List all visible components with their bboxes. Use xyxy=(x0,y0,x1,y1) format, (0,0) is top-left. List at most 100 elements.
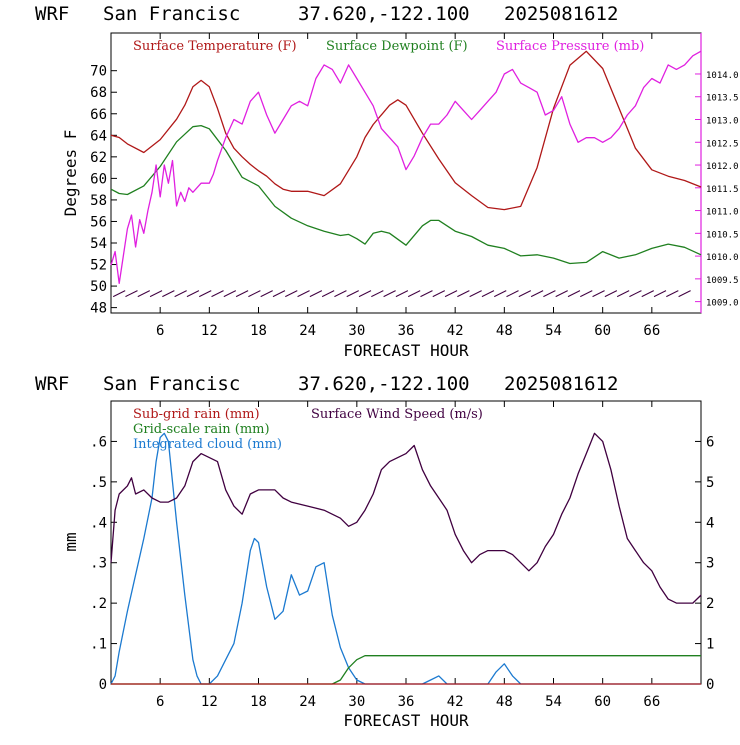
x-tick-label: 60 xyxy=(594,323,611,339)
wind-barb xyxy=(641,290,654,298)
wind-barb xyxy=(530,290,544,298)
bottom-header-cycle: 2025081612 xyxy=(504,373,618,395)
x-tick-label: 12 xyxy=(201,323,218,339)
y-tick-label: .2 xyxy=(90,596,107,612)
x-tick-label: 18 xyxy=(250,694,267,710)
wind-barb xyxy=(297,290,310,298)
x-tick-label: 66 xyxy=(643,323,660,339)
bottom-header-model: WRF xyxy=(35,373,69,395)
x-tick-label: 54 xyxy=(545,694,562,710)
wind-barb xyxy=(444,290,458,298)
wind-barb xyxy=(383,290,396,298)
wind-barb xyxy=(666,290,679,298)
wind-barb xyxy=(309,290,323,298)
y2-tick-label: 6 xyxy=(706,434,714,450)
wind-barb xyxy=(248,290,261,298)
bottom-chart-header: WRF San Francisc 37.620,-122.100 2025081… xyxy=(35,373,618,395)
x-tick-label: 42 xyxy=(447,694,464,710)
x-tick-label: 12 xyxy=(201,694,218,710)
legend-subgrid-rain: Sub-grid rain (mm) xyxy=(133,407,260,422)
wind-barb xyxy=(457,290,470,298)
x-tick-label: 36 xyxy=(398,694,415,710)
wind-barb xyxy=(580,290,593,298)
wind-barb xyxy=(629,290,642,298)
y2-tick-label: 5 xyxy=(706,475,714,491)
y-tick-label: 0 xyxy=(99,677,107,693)
x-tick-label: 6 xyxy=(156,694,164,710)
surface-wind-speed-m-s-line xyxy=(110,432,702,604)
wind-barb xyxy=(653,290,667,298)
y-tick-label: 56 xyxy=(90,214,107,230)
y-tick-label: 50 xyxy=(90,279,107,295)
x-tick-label: 36 xyxy=(398,323,415,339)
wind-barb xyxy=(186,290,200,298)
y2-tick-label: 0 xyxy=(706,677,714,693)
top-y-ticks: 48 50 52 54 56 58 60 62 64 66 68 70 xyxy=(90,64,117,317)
integrated-cloud-mm-line xyxy=(110,432,701,685)
wind-barb xyxy=(112,290,126,298)
wind-barb xyxy=(407,290,421,298)
top-series xyxy=(110,50,702,285)
y-tick-label: .1 xyxy=(90,637,107,653)
top-header-coords: 37.620,-122.100 xyxy=(298,3,470,25)
y-tick-label: .6 xyxy=(90,434,107,450)
wind-barb xyxy=(162,290,175,298)
surface-pressure-mb-line xyxy=(110,50,702,285)
top-header-cycle: 2025081612 xyxy=(504,3,618,25)
wind-barb xyxy=(174,290,187,298)
wind-barbs xyxy=(112,290,691,298)
y2-tick-label: 1011.5 xyxy=(706,185,739,195)
x-tick-label: 60 xyxy=(594,694,611,710)
bottom-chart: 6 12 18 24 30 36 42 48 54 60 66 0.1.2.3.4.5.6 0123… xyxy=(61,400,714,730)
wind-barb xyxy=(469,290,482,298)
wind-barb xyxy=(494,290,507,298)
y-tick-label: .5 xyxy=(90,475,107,491)
x-tick-label: 18 xyxy=(250,323,267,339)
y2-tick-label: 1010.5 xyxy=(706,230,739,240)
top-chart: 6 12 18 24 30 36 42 48 54 60 66 48 50 52 54 56 58 60 62 64… xyxy=(61,32,739,360)
bottom-header-site: San Francisc xyxy=(103,373,240,395)
y2-tick-label: 1014.0 xyxy=(706,71,739,81)
bottom-series xyxy=(110,432,702,685)
wind-barb xyxy=(346,290,359,298)
wind-barb xyxy=(518,290,532,298)
bottom-x-ticks: 6 12 18 24 30 36 42 48 54 60 66 xyxy=(156,401,660,710)
top-y-axis-label: Degrees F xyxy=(61,130,80,217)
y2-tick-label: 2 xyxy=(706,596,714,612)
bottom-y-ticks: 0 .1 .2 .3 .4 .5 .6 xyxy=(90,434,117,693)
bottom-y-axis-label: mm xyxy=(61,532,80,551)
y-tick-label: 54 xyxy=(90,236,107,252)
wind-barb xyxy=(555,290,568,298)
top-x-ticks: 6 12 18 24 30 36 42 48 54 60 66 xyxy=(156,33,660,339)
top-x-axis-label: FORECAST HOUR xyxy=(343,341,469,360)
y-tick-label: 64 xyxy=(90,128,107,144)
wind-barb xyxy=(371,290,384,298)
wind-barb xyxy=(149,290,163,298)
wind-barb xyxy=(285,290,298,298)
wind-barb xyxy=(235,290,249,298)
surface-temperature-f-line xyxy=(110,50,702,211)
y-tick-label: 48 xyxy=(90,301,107,317)
x-tick-label: 42 xyxy=(447,323,464,339)
legend-pressure: Surface Pressure (mb) xyxy=(496,39,644,54)
wind-barb xyxy=(358,290,372,298)
y2-tick-label: 4 xyxy=(706,515,714,531)
wind-barb xyxy=(125,290,138,298)
wind-barb xyxy=(616,290,630,298)
top-y2-ticks: 1009.0 1009.5 1010.0 1010.5 1011.0 1011.5 1012… xyxy=(695,71,739,309)
wind-barb xyxy=(199,290,212,298)
legend-dewpoint: Surface Dewpoint (F) xyxy=(326,39,468,54)
wind-barb xyxy=(604,290,618,298)
y2-tick-label: 1012.0 xyxy=(706,162,739,172)
y-tick-label: 62 xyxy=(90,150,107,166)
x-tick-label: 54 xyxy=(545,323,562,339)
wind-barb xyxy=(567,290,581,298)
y-tick-label: 66 xyxy=(90,107,107,123)
y-tick-label: 52 xyxy=(90,258,107,274)
wind-barb xyxy=(137,290,151,298)
legend-temperature: Surface Temperature (F) xyxy=(133,39,297,54)
y2-tick-label: 1013.0 xyxy=(706,117,739,127)
wind-barb xyxy=(432,290,446,298)
